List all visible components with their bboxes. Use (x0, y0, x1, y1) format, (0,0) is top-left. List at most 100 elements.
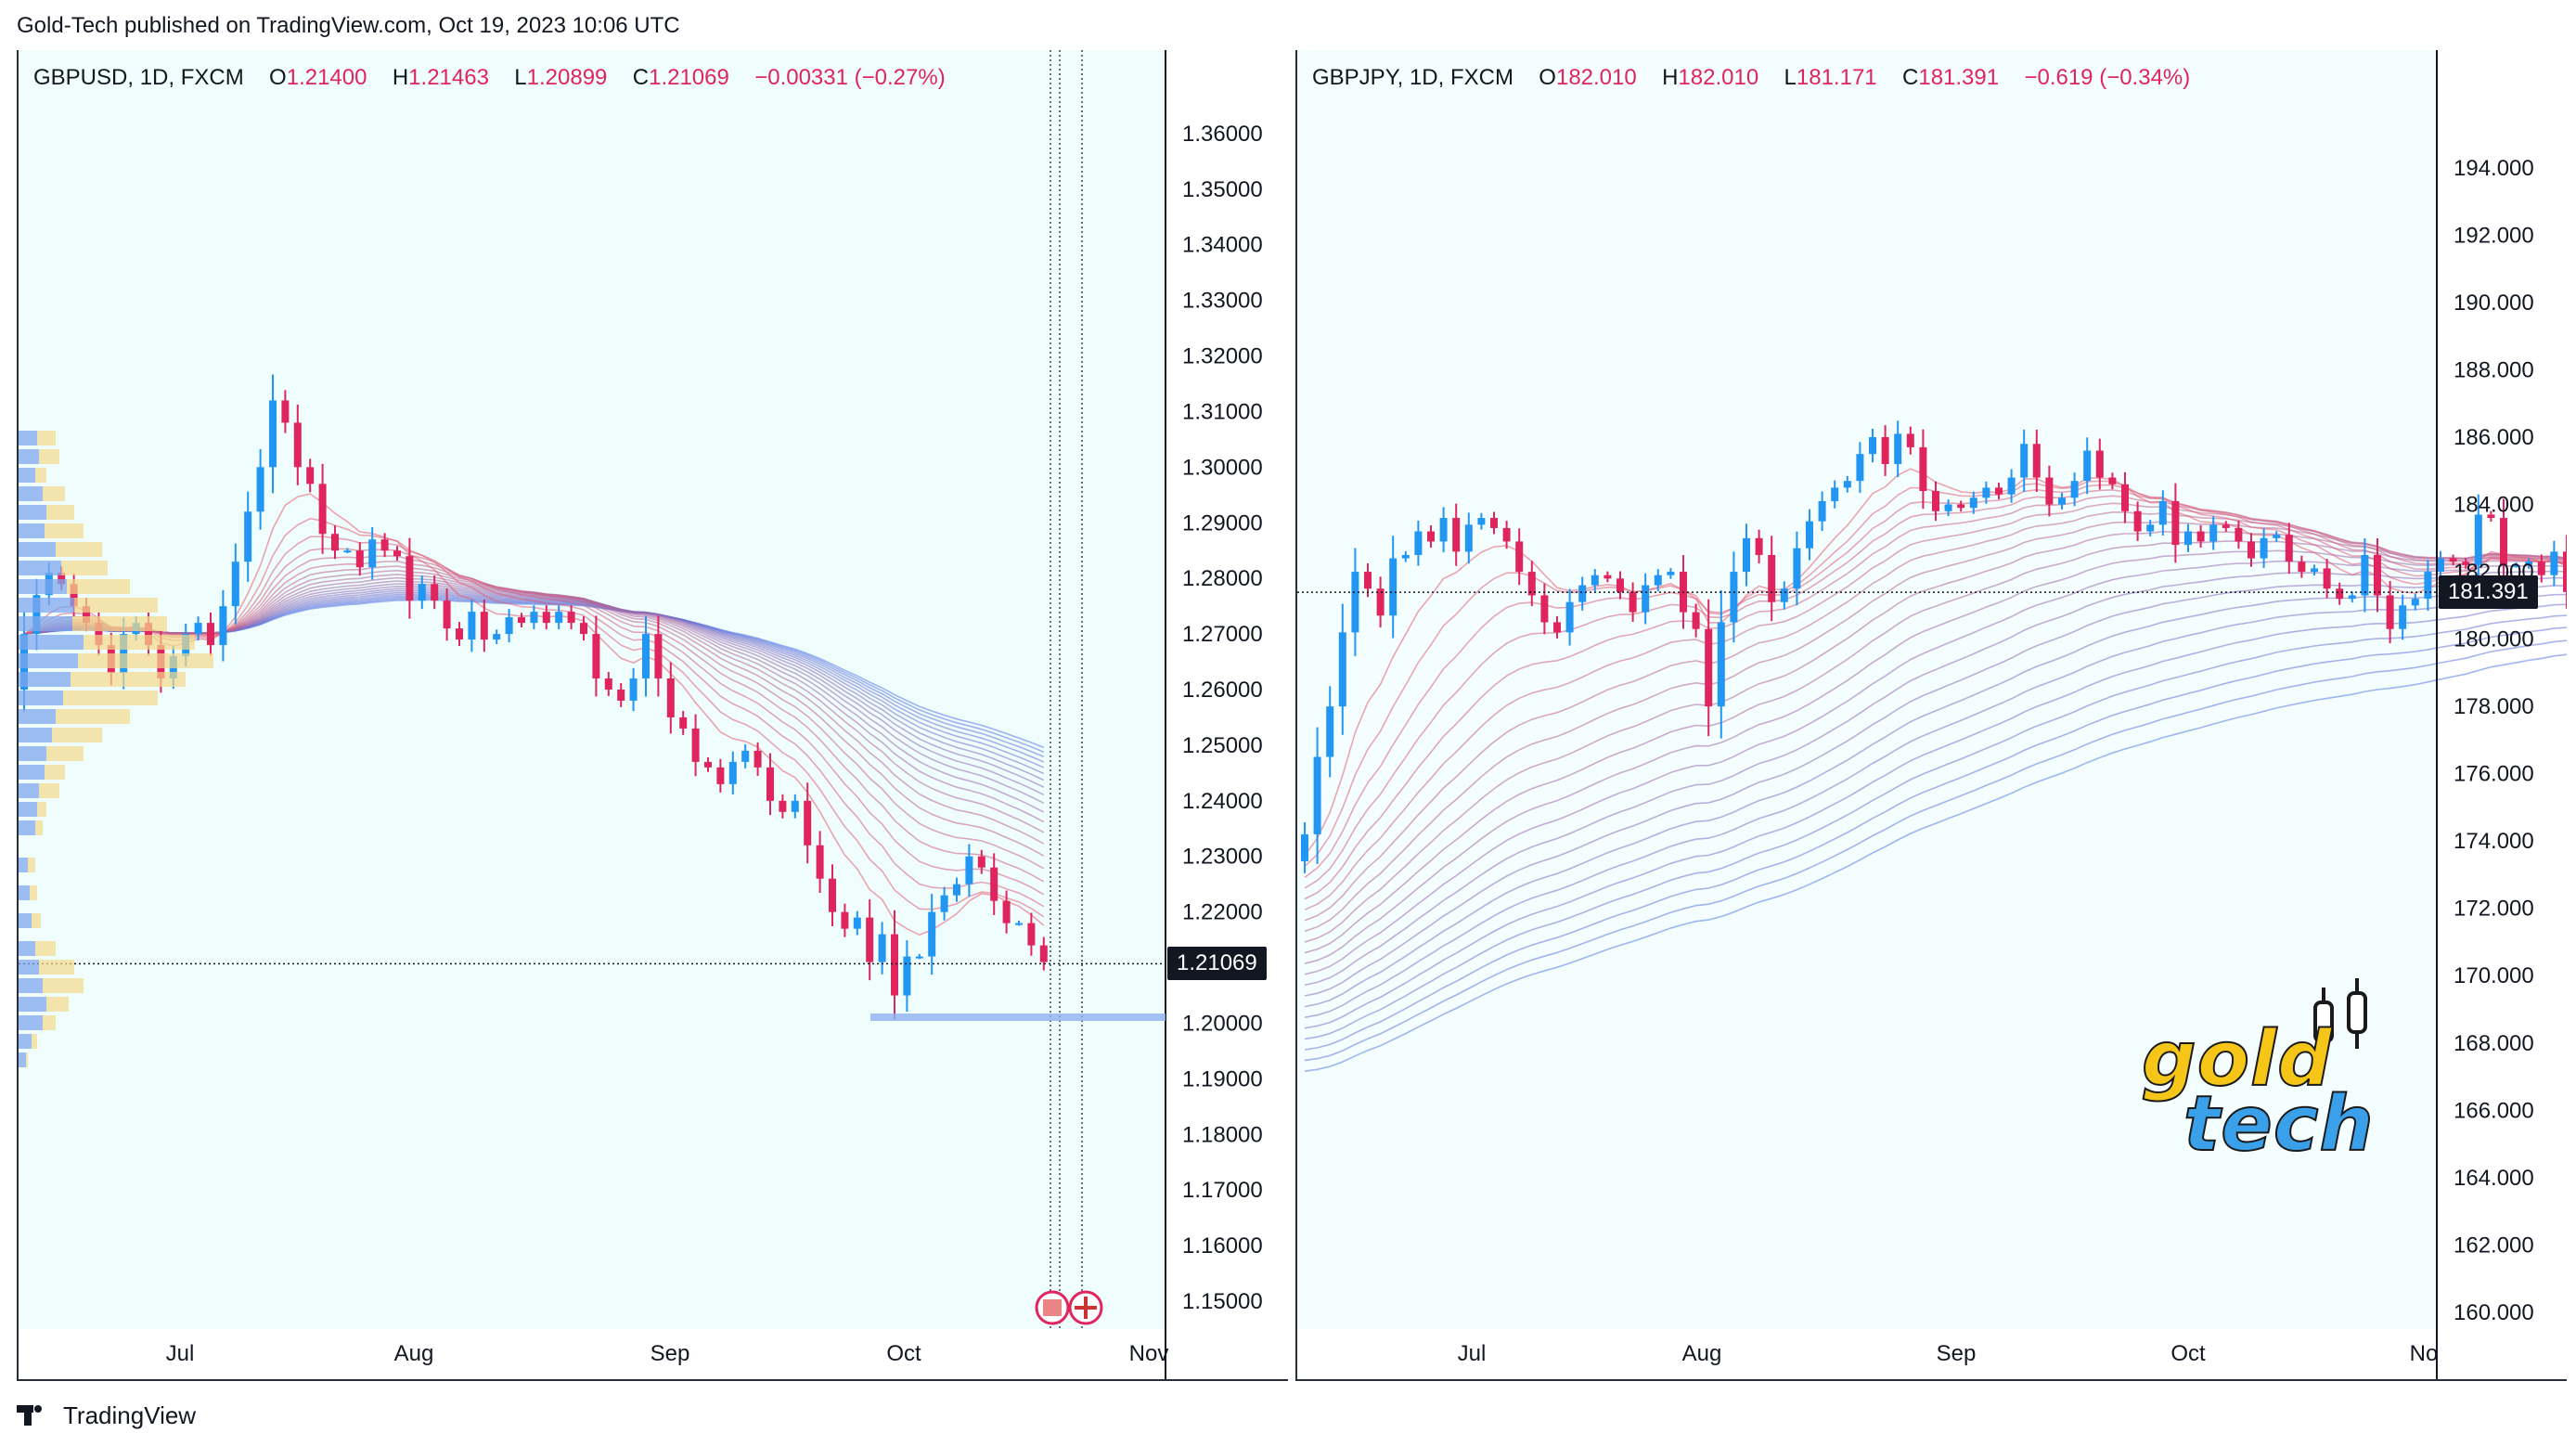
volume-profile-bar-yellow (32, 913, 41, 928)
time-tick-label: Oct (2170, 1341, 2206, 1366)
price-tick-label: 1.31000 (1182, 399, 1263, 424)
volume-profile-bar-blue (19, 653, 78, 668)
volume-profile-bar-blue (19, 598, 74, 613)
candle-body (281, 400, 290, 423)
volume-profile-poc-bar (870, 1013, 1166, 1021)
candle-body (1439, 518, 1448, 542)
volume-profile-bar-blue (19, 486, 43, 501)
candle-body (1401, 554, 1410, 559)
candle-body (1565, 601, 1574, 633)
price-tick-label: 188.000 (2454, 358, 2534, 383)
candle-body (1755, 537, 1763, 555)
candle-body (2248, 541, 2255, 559)
candle-body (853, 917, 861, 929)
us-flag-stripes (1043, 1299, 1062, 1316)
candle-body (2045, 477, 2054, 505)
candle-body (2146, 524, 2155, 532)
candle-body (2525, 562, 2533, 565)
volume-profile-bar-yellow (45, 765, 65, 780)
volume-profile-bar-blue (19, 858, 28, 872)
volume-profile-bar-yellow (32, 1034, 37, 1049)
price-tick-label: 1.32000 (1182, 344, 1263, 369)
volume-profile-bar-blue (19, 802, 37, 817)
gbpjpy-chart-panel[interactable]: 194.000 192.000 190.000 188.000 186.000 184.0… (1295, 50, 2567, 1381)
price-tick-label: 1.19000 (1182, 1066, 1263, 1091)
candle-body (207, 623, 214, 646)
candle-body (2260, 537, 2268, 559)
candle-body (293, 422, 302, 468)
volume-profile-bar-yellow (37, 431, 56, 445)
candle-body (269, 400, 277, 468)
price-tick-label: 164.000 (2454, 1166, 2534, 1191)
candle-body (1427, 531, 1435, 542)
candle-body (866, 917, 874, 962)
candle-body (1894, 433, 1902, 465)
volume-profile-bar-blue (19, 820, 35, 835)
tradingview-logo[interactable]: TradingView (17, 1400, 196, 1431)
price-tick-label: 1.17000 (1182, 1178, 1263, 1203)
gbpjpy-low-label: L (1784, 65, 1797, 90)
candle-body (380, 539, 389, 551)
candle-body (1793, 548, 1801, 589)
candle-body (2209, 524, 2218, 542)
volume-profile-bar-blue (19, 691, 63, 705)
publisher-line: Gold-Tech published on TradingView.com, … (17, 13, 680, 38)
volume-profile-bar-yellow (43, 978, 84, 993)
tradingview-brand: TradingView (63, 1401, 197, 1429)
gbpusd-chart-svg[interactable]: 1.36000 1.35000 1.34000 1.33000 1.32000 1.310… (19, 50, 1288, 1379)
price-tick-label: 162.000 (2454, 1233, 2534, 1258)
price-tick-label: 1.16000 (1182, 1233, 1263, 1259)
price-tick-label: 1.26000 (1182, 678, 1263, 703)
gbpusd-low-label: L (514, 65, 527, 90)
gbpjpy-symbol: GBPJPY, 1D, FXCM (1312, 65, 1513, 90)
candle-body (642, 634, 650, 679)
candle-body (965, 856, 973, 884)
volume-profile-bar-blue (19, 765, 45, 780)
candle-body (2311, 568, 2318, 573)
price-tick-label: 1.23000 (1182, 845, 1263, 870)
candle-body (2133, 510, 2142, 532)
price-tick-label: 1.18000 (1182, 1122, 1263, 1147)
candle-body (728, 761, 737, 784)
gbpusd-chart-panel[interactable]: 1.36000 1.35000 1.34000 1.33000 1.32000 1.310… (17, 50, 1288, 1381)
candle-body (555, 612, 563, 624)
volume-profile-bar-yellow (63, 691, 158, 705)
candle-body (306, 467, 315, 484)
volume-profile-bar-yellow (30, 885, 37, 900)
candle-body (2171, 500, 2180, 546)
candle-body (2437, 558, 2444, 573)
candle-body (2121, 484, 2129, 511)
volume-profile-bar-yellow (46, 997, 69, 1012)
candle-body (493, 634, 501, 640)
candle-body (2374, 554, 2381, 596)
candle-body (829, 878, 836, 912)
time-tick-label: Oct (886, 1341, 921, 1366)
candle-body (1015, 923, 1023, 925)
candle-body (915, 956, 923, 959)
candle-body (256, 467, 264, 512)
candle-body (70, 584, 78, 607)
candle-body (2336, 588, 2344, 600)
candle-body (530, 612, 538, 624)
candle-body (753, 750, 762, 768)
candle-body (1351, 572, 1359, 633)
time-tick-label: Sep (650, 1341, 690, 1366)
candle-body (1452, 518, 1461, 552)
candle-body (505, 617, 513, 635)
time-tick-label: No (2410, 1341, 2439, 1366)
candle-body (779, 800, 787, 812)
gbpusd-high: 1.21463 (408, 65, 489, 90)
candle-body (331, 534, 339, 551)
price-tick-label: 180.000 (2454, 627, 2534, 652)
volume-profile-bar-yellow (61, 561, 108, 575)
gbpjpy-chart-svg[interactable]: 194.000 192.000 190.000 188.000 186.000 184.0… (1297, 50, 2567, 1379)
candle-body (903, 956, 911, 996)
candle-body (1667, 572, 1675, 575)
candle-body (1705, 628, 1713, 707)
volume-profile-bar-blue (19, 542, 56, 557)
gbpusd-close: 1.21069 (649, 65, 729, 90)
candle-body (406, 556, 414, 601)
ema-ribbon-line (1304, 614, 2567, 1040)
candle-body (940, 895, 948, 912)
gbpusd-open-label: O (269, 65, 287, 90)
